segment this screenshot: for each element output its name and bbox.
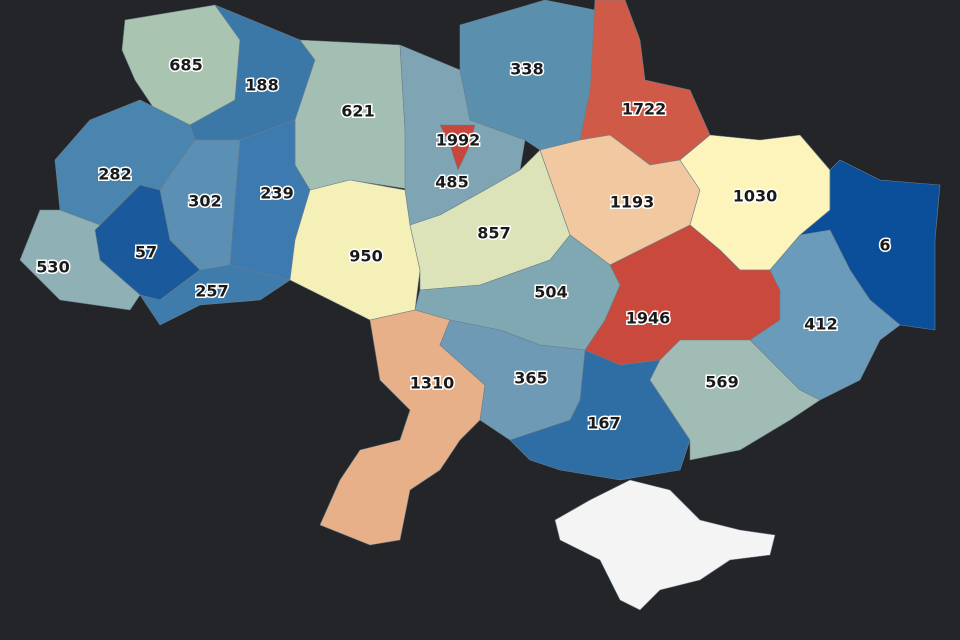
region-label: 1030 [733,187,778,206]
region-label: 188 [245,76,278,95]
region-label: 239 [260,184,293,203]
region-label: 167 [587,414,620,433]
region-label: 1992 [436,131,481,150]
region-label: 338 [510,60,543,79]
region-label: 57 [135,243,157,262]
region-label: 257 [195,282,228,301]
region [439,124,476,171]
region [649,339,821,461]
region-label: 504 [534,283,567,302]
region-label: 6 [879,236,890,255]
region [19,209,141,311]
region-label: 685 [169,56,202,75]
region-label: 530 [36,258,69,277]
regions [19,0,941,546]
region [749,229,901,401]
region-label: 621 [341,102,374,121]
region-label: 569 [705,373,738,392]
region-label: 302 [188,192,221,211]
region-label: 1310 [410,374,455,393]
region-label: 950 [349,247,382,266]
crimea [554,479,776,611]
region-label: 282 [98,165,131,184]
region-label: 485 [435,173,468,192]
region-label: 412 [804,315,837,334]
region-label: 1722 [622,100,667,119]
region-label: 365 [514,369,547,388]
region-label: 857 [477,224,510,243]
region-label: 1193 [610,193,655,212]
labels: 685 188 621 485 1992 338 1722 282 302 239 57 530 257… [35,54,892,434]
region-label: 1946 [626,309,671,328]
